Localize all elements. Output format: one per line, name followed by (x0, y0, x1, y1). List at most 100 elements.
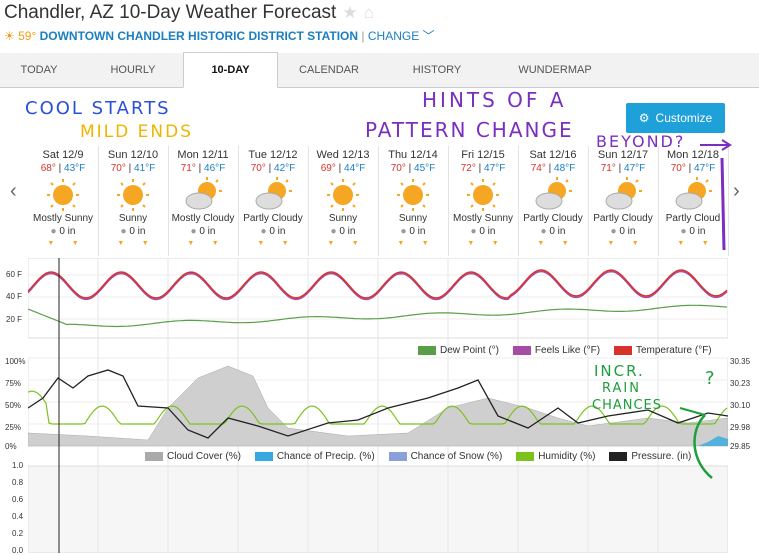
day-precip-value: 0 in (339, 226, 356, 237)
legend-feels-like: Feels Like (°F) (534, 345, 601, 356)
day-cell[interactable]: Tue 12/12 70° | 42°F Partly Cloudy ● 0 in ▼ … (238, 146, 309, 256)
day-cell[interactable]: Sat 12/16 74° | 48°F Partly Cloudy ● 0 in ▼ … (518, 146, 589, 256)
day-high: 68° (40, 163, 56, 174)
legend-dew-point: Dew Point (°) (440, 345, 500, 356)
day-list: Sat 12/9 68° | 43°F Mostly Sunny ● 0 in ▼ ▼ S… (28, 146, 729, 256)
page-title-text: Chandler, AZ 10-Day Weather Forecast (4, 2, 337, 23)
dew-point-line (28, 304, 728, 328)
day-temps: 68° | 43°F (40, 163, 86, 174)
cloud-axis-tick: 100% (5, 357, 26, 366)
day-name: Thu 12/14 (388, 149, 438, 161)
day-low: 44°F (344, 163, 366, 174)
precip-axis-tick: 0.0 (12, 546, 24, 555)
tab-wundermap[interactable]: WUNDERMAP (518, 64, 592, 76)
chevron-down-icon[interactable]: ﹀ (419, 29, 435, 43)
tab-history[interactable]: HISTORY (412, 64, 462, 76)
legend-swatch (388, 451, 407, 461)
change-station-link[interactable]: CHANGE (367, 29, 420, 43)
tab-calendar[interactable]: CALENDAR (299, 64, 359, 76)
annotation-question: ? (705, 368, 715, 389)
day-precip: ● 0 in (448, 226, 518, 237)
prev-arrow-icon[interactable]: ‹ (10, 180, 17, 202)
day-precip-value: 0 in (269, 226, 286, 237)
precip-axis-tick: 0.4 (12, 512, 24, 521)
annotation-beyond: BEYOND? (596, 132, 686, 151)
cloud-axis-tick: 50% (5, 401, 22, 410)
day-name: Sun 12/10 (107, 149, 159, 161)
precip-axis-tick: 0.6 (12, 495, 24, 504)
day-name: Sat 12/9 (42, 149, 84, 161)
legend-cloud-cover: Cloud Cover (%) (167, 451, 241, 462)
day-precip: ● 0 in (658, 226, 728, 237)
tab-10-day[interactable]: 10-DAY (183, 52, 278, 88)
day-condition: Partly Cloud (665, 213, 721, 224)
day-high: 69° (320, 163, 336, 174)
day-temps: 74° | 48°F (530, 163, 576, 174)
day-marker: ▼ ▼ (257, 240, 289, 247)
day-temps: 70° | 41°F (110, 163, 156, 174)
day-marker: ▼ ▼ (467, 240, 499, 247)
day-precip: ● 0 in (168, 226, 238, 237)
day-name: Mon 12/11 (177, 149, 229, 161)
day-high: 72° (460, 163, 476, 174)
day-low: 46°F (204, 163, 226, 174)
sun-icon (393, 177, 433, 213)
day-low: 48°F (554, 163, 576, 174)
day-cell[interactable]: Mon 12/18 70° | 47°F Partly Cloud ● 0 in ▼ ▼ (658, 146, 729, 256)
cloud-axis-tick: 75% (5, 379, 22, 388)
day-cell[interactable]: Fri 12/15 72° | 47°F Mostly Sunny ● 0 in ▼ ▼ (448, 146, 519, 256)
day-name: Tue 12/12 (248, 149, 298, 161)
gear-icon: ⚙ (638, 111, 650, 125)
annotation-rain: RAIN (602, 381, 641, 396)
day-cell[interactable]: Sun 12/10 70° | 41°F Sunny ● 0 in ▼ ▼ (98, 146, 169, 256)
cloud-cover-area (28, 365, 728, 447)
tab-hourly[interactable]: HOURLY (110, 64, 156, 76)
day-cell[interactable]: Thu 12/14 70° | 45°F Sunny ● 0 in ▼ ▼ (378, 146, 449, 256)
day-precip: ● 0 in (28, 226, 98, 237)
legend-swatch (418, 345, 436, 355)
day-low: 47°F (624, 163, 646, 174)
star-icon[interactable]: ★ (342, 3, 358, 22)
precip-axis-tick: 0.2 (12, 529, 24, 538)
day-cell[interactable]: Sat 12/9 68° | 43°F Mostly Sunny ● 0 in ▼ ▼ (28, 146, 99, 256)
home-icon[interactable]: ⌂ (363, 3, 374, 22)
temp-axis-tick: 20 F (6, 315, 23, 324)
partly-cloudy-icon (533, 177, 573, 213)
cloud-axis-tick: 0% (5, 442, 17, 451)
day-low: 42°F (274, 163, 296, 174)
day-low: 47°F (484, 163, 506, 174)
day-cell[interactable]: Wed 12/13 69° | 44°F Sunny ● 0 in ▼ ▼ (308, 146, 379, 256)
pressure-axis-tick: 29.85 (730, 442, 751, 451)
day-precip: ● 0 in (378, 226, 448, 237)
legend-chance-snow: Chance of Snow (%) (410, 451, 503, 462)
day-cell[interactable]: Sun 12/17 71° | 47°F Partly Cloudy ● 0 in ▼ … (588, 146, 659, 256)
station-name[interactable]: DOWNTOWN CHANDLER HISTORIC DISTRICT STAT… (39, 29, 359, 43)
legend-swatch (512, 345, 531, 355)
next-arrow-icon[interactable]: › (733, 180, 740, 202)
humidity-line (28, 390, 728, 425)
day-temps: 70° | 47°F (670, 163, 716, 174)
legend-pressure: Pressure. (in) (631, 451, 692, 462)
day-name: Fri 12/15 (461, 149, 505, 161)
day-precip-value: 0 in (549, 226, 566, 237)
day-marker: ▼ ▼ (397, 240, 429, 247)
annotation-green-arrow (693, 414, 713, 479)
legend-swatch (145, 451, 163, 461)
day-condition: Mostly Sunny (452, 213, 514, 224)
partly-cloudy-icon (253, 177, 293, 213)
annotation-incr: INCR. (594, 362, 645, 380)
day-precip-value: 0 in (479, 226, 496, 237)
day-temps: 69° | 44°F (320, 163, 366, 174)
day-cell[interactable]: Mon 12/11 71° | 46°F Mostly Cloudy ● 0 in ▼ … (168, 146, 239, 256)
day-precip-value: 0 in (199, 226, 216, 237)
forecast-charts (28, 258, 728, 553)
day-condition: Mostly Cloudy (171, 213, 235, 224)
day-condition: Sunny (328, 213, 358, 224)
day-low: 41°F (134, 163, 156, 174)
partly-cloudy-icon (183, 177, 223, 213)
raindrop-icon: ● (260, 226, 267, 237)
customize-button[interactable]: ⚙ Customize (626, 103, 725, 133)
tab-today[interactable]: TODAY (20, 64, 58, 76)
cloud-legend: Cloud Cover (%) Chance of Precip. (%) Ch… (145, 451, 691, 462)
partly-cloudy-icon (603, 177, 643, 213)
